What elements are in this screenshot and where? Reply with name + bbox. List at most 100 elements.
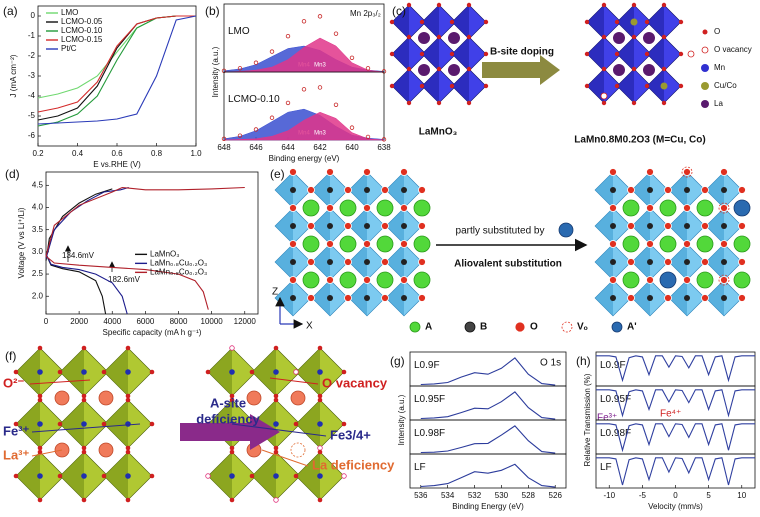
octahedron-face: [452, 5, 469, 39]
octahedron-face: [669, 244, 687, 280]
x-tick-label: 646: [249, 143, 263, 152]
data-point: [301, 87, 307, 92]
atom: [678, 19, 684, 25]
atom: [738, 186, 746, 194]
atom: [600, 92, 608, 100]
atom: [37, 497, 43, 503]
annotation: Fe⁴⁺: [660, 409, 681, 420]
atom: [646, 204, 654, 212]
atom: [293, 421, 299, 427]
y-tick-label: -2: [28, 51, 36, 60]
y-axis-label: Voltage (V vs Li⁺/Li): [17, 207, 26, 278]
octahedron-face: [422, 37, 439, 71]
atom: [627, 222, 635, 230]
data-point: [237, 133, 243, 138]
strip-label: L0.9F: [414, 360, 440, 371]
atom: [249, 473, 255, 479]
atom: [701, 64, 709, 72]
atom: [661, 34, 667, 40]
x-tick-label: 0: [44, 317, 49, 326]
octahedron-face: [587, 69, 604, 103]
atom: [622, 271, 640, 289]
octahedron-face: [595, 244, 613, 280]
atom: [317, 445, 323, 451]
atom: [317, 497, 323, 503]
data-point: [349, 125, 355, 130]
x-tick-label: 0.2: [32, 149, 44, 158]
data-point: [301, 19, 307, 24]
x-tick-label: 10: [737, 491, 746, 500]
atom: [609, 204, 617, 212]
octahedron-face: [252, 348, 276, 396]
line: [45, 186, 245, 310]
panel-label: (f): [5, 349, 16, 363]
atom: [601, 2, 607, 8]
legend-label: LaMn₀.₈Co₀.₂O₃: [150, 267, 207, 276]
atom: [701, 46, 709, 54]
atom: [205, 473, 211, 479]
legend-label: LaMn₀.₈Cu₀.₂O₃: [150, 258, 207, 267]
atom: [290, 187, 296, 193]
atom: [683, 240, 691, 248]
arrow-label: A-site: [210, 395, 246, 410]
atom: [466, 100, 472, 106]
octahedron-face: [275, 172, 293, 208]
atom: [363, 204, 371, 212]
atom: [406, 66, 412, 72]
octahedron-face: [422, 5, 439, 39]
atom: [273, 473, 279, 479]
y-tick-label: -1: [28, 31, 36, 40]
atom: [13, 369, 19, 375]
line: [45, 186, 129, 315]
x-tick-label: 648: [217, 143, 231, 152]
octahedron-face: [392, 5, 409, 39]
atom: [610, 295, 616, 301]
atom: [389, 19, 395, 25]
atom: [644, 51, 650, 57]
atom: [436, 2, 442, 8]
atom: [376, 199, 394, 217]
atom: [229, 345, 235, 351]
panel-label: (a): [3, 4, 18, 18]
atom: [449, 19, 455, 25]
atom: [290, 223, 296, 229]
atom: [363, 276, 371, 284]
atom: [13, 421, 19, 427]
pointer: [269, 377, 319, 385]
atom: [419, 51, 425, 57]
atom: [307, 222, 315, 230]
atom: [125, 393, 131, 399]
atom: [37, 421, 43, 427]
atom: [341, 421, 347, 427]
y-axis-label: Intensity (a.u.): [211, 46, 220, 97]
atom: [419, 19, 425, 25]
atom: [81, 497, 87, 503]
atom: [273, 369, 279, 375]
octahedron-face: [617, 37, 634, 71]
data-point: [269, 49, 275, 54]
atom: [622, 199, 640, 217]
atom: [57, 473, 63, 479]
atom: [101, 421, 107, 427]
plot-frame: [409, 453, 567, 489]
strip-label: LMO: [228, 26, 250, 37]
atom: [631, 2, 637, 8]
y-axis-label: Relative Transmission (%): [583, 373, 592, 466]
atom: [733, 235, 751, 253]
data-point: [285, 33, 291, 39]
atom: [464, 321, 476, 333]
legend-label: Vₒ: [577, 322, 588, 333]
atom: [81, 421, 87, 427]
atom: [647, 223, 653, 229]
data-point: [349, 55, 355, 60]
structure-label: LaMnO₃: [419, 127, 458, 138]
atom: [601, 34, 607, 40]
atom: [687, 50, 695, 58]
x-tick-label: -10: [603, 491, 615, 500]
octahedron-face: [349, 172, 367, 208]
atom: [406, 2, 412, 8]
line: [420, 391, 556, 420]
atom: [273, 345, 279, 351]
octahedron-face: [208, 452, 232, 500]
